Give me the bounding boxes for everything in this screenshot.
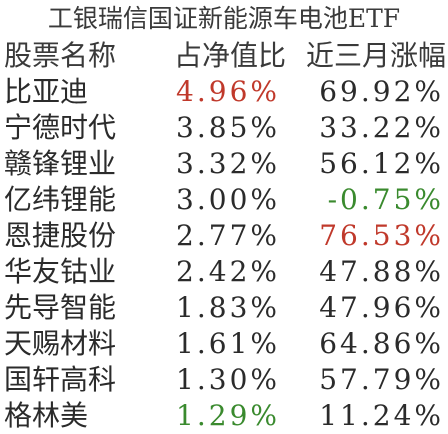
column-header-name: 股票名称	[4, 39, 117, 72]
net-value-weight: 4.96%	[176, 75, 280, 108]
table-row: 国轩高科 1.30% 57.79%	[0, 362, 448, 398]
three-month-return: -0.75%	[327, 183, 444, 216]
stock-name: 赣锋锂业	[4, 147, 117, 180]
three-month-return: 76.53%	[319, 219, 444, 252]
table-row: 亿纬锂能 3.00% -0.75%	[0, 182, 448, 218]
header-row: 股票名称 占净值比 近三月涨幅	[0, 38, 448, 74]
net-value-weight: 2.42%	[176, 255, 280, 288]
three-month-return: 33.22%	[319, 111, 444, 144]
stock-name: 格林美	[4, 399, 89, 432]
stock-name: 天赐材料	[4, 327, 117, 360]
three-month-return: 47.88%	[319, 255, 444, 288]
net-value-weight: 3.85%	[176, 111, 280, 144]
stock-name: 宁德时代	[4, 111, 117, 144]
three-month-return: 11.24%	[319, 399, 444, 432]
column-header-return: 近三月涨幅	[305, 39, 446, 72]
stock-name: 亿纬锂能	[4, 183, 117, 216]
table-row: 宁德时代 3.85% 33.22%	[0, 110, 448, 146]
three-month-return: 69.92%	[319, 75, 444, 108]
net-value-weight: 3.00%	[176, 183, 280, 216]
table-row: 比亚迪 4.96% 69.92%	[0, 74, 448, 110]
net-value-weight: 1.30%	[176, 363, 280, 396]
three-month-return: 57.79%	[319, 363, 444, 396]
table-row: 先导智能 1.83% 47.96%	[0, 290, 448, 326]
stock-name: 国轩高科	[4, 363, 117, 396]
net-value-weight: 2.77%	[176, 219, 280, 252]
net-value-weight: 3.32%	[176, 147, 280, 180]
table-row: 天赐材料 1.61% 64.86%	[0, 326, 448, 362]
column-header-weight: 占净值比	[173, 39, 286, 72]
three-month-return: 47.96%	[319, 291, 444, 324]
net-value-weight: 1.83%	[176, 291, 280, 324]
table-row: 华友钴业 2.42% 47.88%	[0, 254, 448, 290]
stock-name: 比亚迪	[4, 75, 89, 108]
table-row: 赣锋锂业 3.32% 56.12%	[0, 146, 448, 182]
table-row: 恩捷股份 2.77% 76.53%	[0, 218, 448, 254]
net-value-weight: 1.61%	[176, 327, 280, 360]
three-month-return: 56.12%	[319, 147, 444, 180]
three-month-return: 64.86%	[319, 327, 444, 360]
table-row: 格林美 1.29% 11.24%	[0, 398, 448, 434]
net-value-weight: 1.29%	[176, 399, 280, 432]
stock-name: 先导智能	[4, 291, 117, 324]
table-title: 工银瑞信国证新能源车电池ETF	[47, 4, 401, 33]
stock-name: 恩捷股份	[4, 219, 117, 252]
stock-name: 华友钴业	[4, 255, 117, 288]
table-body: 比亚迪 4.96% 69.92% 宁德时代 3.85% 33.22% 赣锋锂业 3.32% 56…	[0, 74, 448, 434]
holdings-table: 股票名称 占净值比 近三月涨幅 比亚迪 4.96% 69.92% 宁德时代 3.85% 3…	[0, 38, 448, 434]
